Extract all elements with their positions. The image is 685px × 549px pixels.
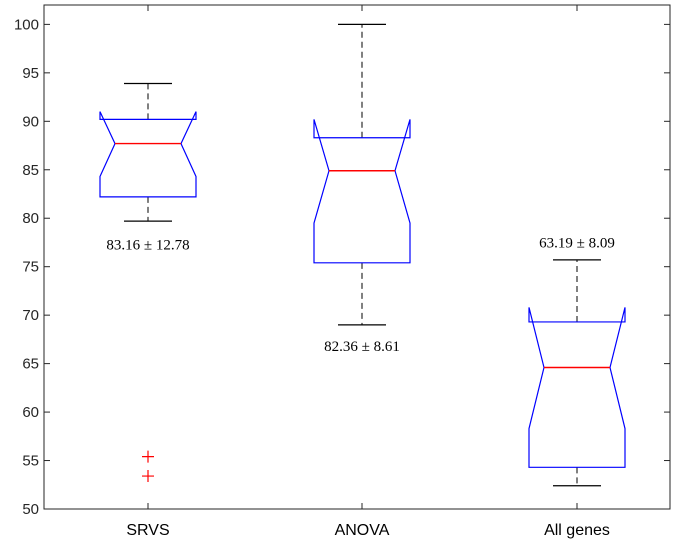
- y-tick-label: 90: [22, 113, 39, 130]
- y-tick-label: 65: [22, 356, 39, 373]
- outlier-marker: [142, 450, 154, 463]
- box-annotation: 63.19 ± 8.09: [539, 235, 615, 251]
- box-annotation: 83.16 ± 12.78: [106, 237, 189, 253]
- y-tick-label: 95: [22, 65, 39, 82]
- notched-box: [99, 111, 197, 198]
- plot-area: 50 55 60 65 70 75 80 85 90 95 100 SRVS ANOVA All gene…: [14, 4, 671, 539]
- y-tick-label: 80: [22, 210, 39, 227]
- y-tick-label: 50: [22, 501, 39, 518]
- y-tick-label: 55: [22, 453, 39, 470]
- y-tick-label: 70: [22, 307, 39, 324]
- y-tick-label: 60: [22, 404, 39, 421]
- axes-frame: [43, 4, 671, 510]
- notched-box: [528, 307, 626, 468]
- y-tick-label: 75: [22, 259, 39, 276]
- notched-box: [313, 119, 411, 264]
- y-tick-label: 100: [14, 16, 39, 33]
- outlier-marker: [142, 470, 154, 483]
- x-category-label: All genes: [544, 522, 610, 539]
- x-category-label: SRVS: [126, 522, 169, 539]
- y-tick-label: 85: [22, 162, 39, 179]
- box-annotation: 82.36 ± 8.61: [324, 339, 400, 355]
- x-category-label: ANOVA: [335, 522, 390, 539]
